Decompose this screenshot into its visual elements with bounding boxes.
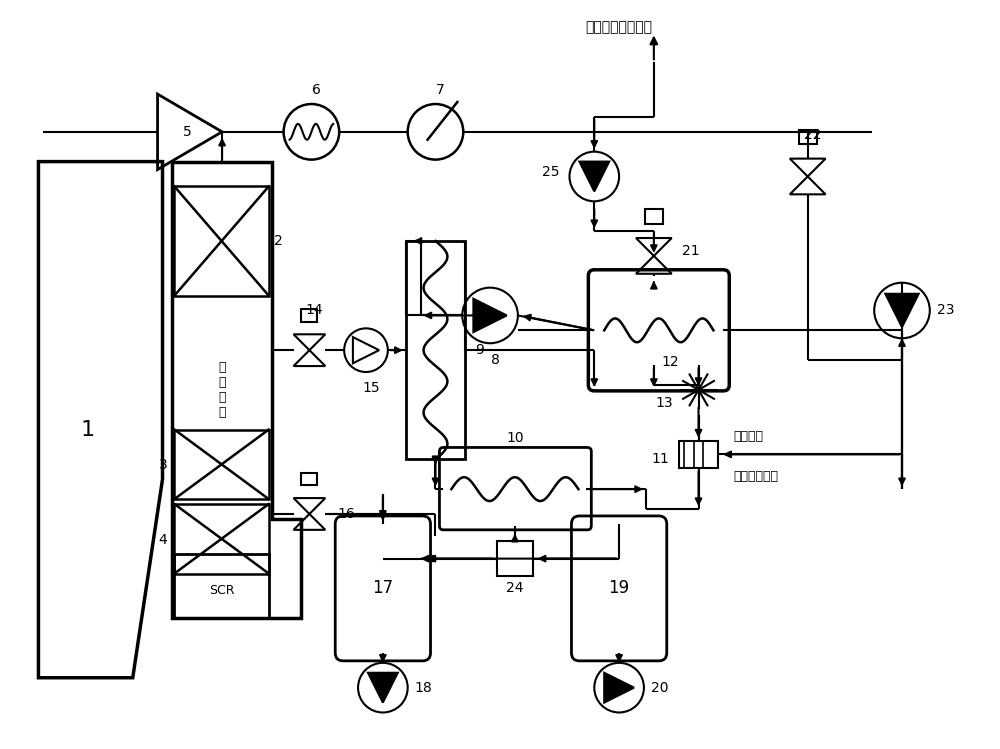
- Text: 2: 2: [274, 234, 282, 248]
- Text: 25: 25: [542, 165, 560, 178]
- Text: 18: 18: [415, 681, 432, 694]
- Text: 24: 24: [506, 581, 524, 595]
- Text: 冷凝器循环冷却水: 冷凝器循环冷却水: [586, 21, 653, 34]
- Polygon shape: [368, 673, 398, 703]
- Text: 17: 17: [372, 580, 393, 598]
- Text: 19: 19: [609, 580, 630, 598]
- Bar: [174, 504, 269, 574]
- Text: 高压空气出口: 高压空气出口: [733, 470, 778, 483]
- Text: SCR: SCR: [209, 584, 235, 597]
- Text: 20: 20: [651, 681, 668, 694]
- Bar: [679, 440, 718, 468]
- Bar: [174, 430, 269, 499]
- Text: 10: 10: [506, 431, 524, 444]
- Bar: [301, 473, 317, 485]
- Bar: [645, 210, 663, 224]
- Polygon shape: [885, 294, 919, 327]
- Text: 3: 3: [159, 458, 167, 473]
- Text: 1: 1: [81, 419, 95, 440]
- Polygon shape: [473, 299, 507, 332]
- Polygon shape: [579, 162, 609, 191]
- Bar: [174, 554, 269, 618]
- Bar: [406, 241, 465, 459]
- Text: 5: 5: [183, 125, 192, 139]
- Bar: [174, 187, 269, 296]
- Text: 13: 13: [655, 395, 673, 410]
- Text: 21: 21: [682, 244, 699, 258]
- Text: 高
温
烟
气: 高 温 烟 气: [218, 361, 226, 419]
- Bar: [497, 541, 533, 577]
- Text: 22: 22: [804, 128, 821, 142]
- Text: 7: 7: [436, 83, 445, 97]
- Bar: [301, 309, 317, 321]
- Text: 4: 4: [159, 533, 167, 547]
- Text: 15: 15: [362, 381, 380, 395]
- Text: 8: 8: [491, 353, 499, 367]
- Text: 6: 6: [312, 83, 321, 97]
- Text: 空气入口: 空气入口: [733, 430, 763, 443]
- Polygon shape: [604, 673, 634, 703]
- Text: 11: 11: [651, 452, 669, 467]
- Text: 23: 23: [937, 303, 954, 318]
- Text: 14: 14: [306, 303, 323, 318]
- Bar: [799, 130, 817, 145]
- Text: 12: 12: [662, 355, 680, 369]
- Text: 9: 9: [475, 343, 484, 357]
- Text: 16: 16: [337, 507, 355, 521]
